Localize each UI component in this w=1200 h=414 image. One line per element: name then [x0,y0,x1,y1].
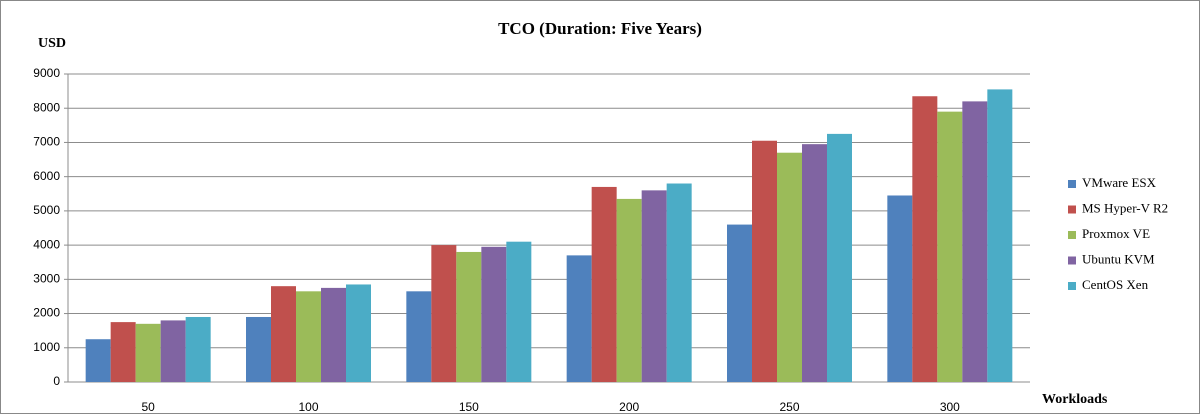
bar [296,291,321,382]
bar [321,287,346,382]
bar [185,316,211,382]
x-tick-label: 200 [619,400,639,414]
bar [135,323,161,382]
bar [937,111,963,383]
legend-swatch [1068,256,1076,265]
legend-label: Ubuntu KVM [1082,251,1155,266]
x-tick-label: 250 [779,400,799,414]
bar [912,96,938,382]
bar [566,255,592,382]
bar [987,89,1013,383]
bar [752,140,777,382]
bar [887,195,913,382]
bar [727,224,752,382]
legend-swatch [1068,180,1076,188]
bar [777,152,802,382]
y-tick-label: 9000 [33,66,60,80]
bar [802,144,827,382]
bar [406,291,432,382]
bar [666,183,692,382]
legend-label: VMware ESX [1082,175,1157,190]
y-tick-label: 7000 [33,135,60,149]
y-tick-label: 1000 [33,340,60,354]
x-tick-label: 50 [141,400,155,414]
bar [616,198,642,382]
x-tick-label: 150 [459,400,479,414]
x-tick-label: 100 [298,400,318,414]
legend-label: CentOS Xen [1082,277,1149,292]
y-tick-label: 0 [53,374,60,388]
bar [827,133,852,382]
legend-label: MS Hyper-V R2 [1082,200,1168,215]
bar [962,101,988,382]
legend-swatch [1068,231,1076,239]
y-tick-label: 5000 [33,203,60,217]
y-axis-label: USD [38,36,66,51]
bar [481,246,507,382]
bar [591,186,617,382]
chart-title: TCO (Duration: Five Years) [498,19,702,38]
bar [110,322,136,382]
legend-swatch [1068,205,1076,214]
bar [271,286,296,382]
bar [431,245,457,382]
y-tick-label: 4000 [33,237,60,251]
bar [641,190,667,382]
x-tick-label: 300 [940,400,960,414]
bar [346,284,371,382]
y-tick-label: 6000 [33,169,60,183]
y-tick-label: 2000 [33,306,60,320]
legend-label: Proxmox VE [1082,226,1150,241]
bar [506,241,532,382]
bar [246,316,271,382]
y-tick-label: 8000 [33,100,60,114]
bar [160,320,186,382]
bar [85,339,111,382]
bar [456,251,482,382]
y-tick-label: 3000 [33,272,60,286]
x-axis-label: Workloads [1042,392,1108,407]
legend-swatch [1068,282,1076,290]
